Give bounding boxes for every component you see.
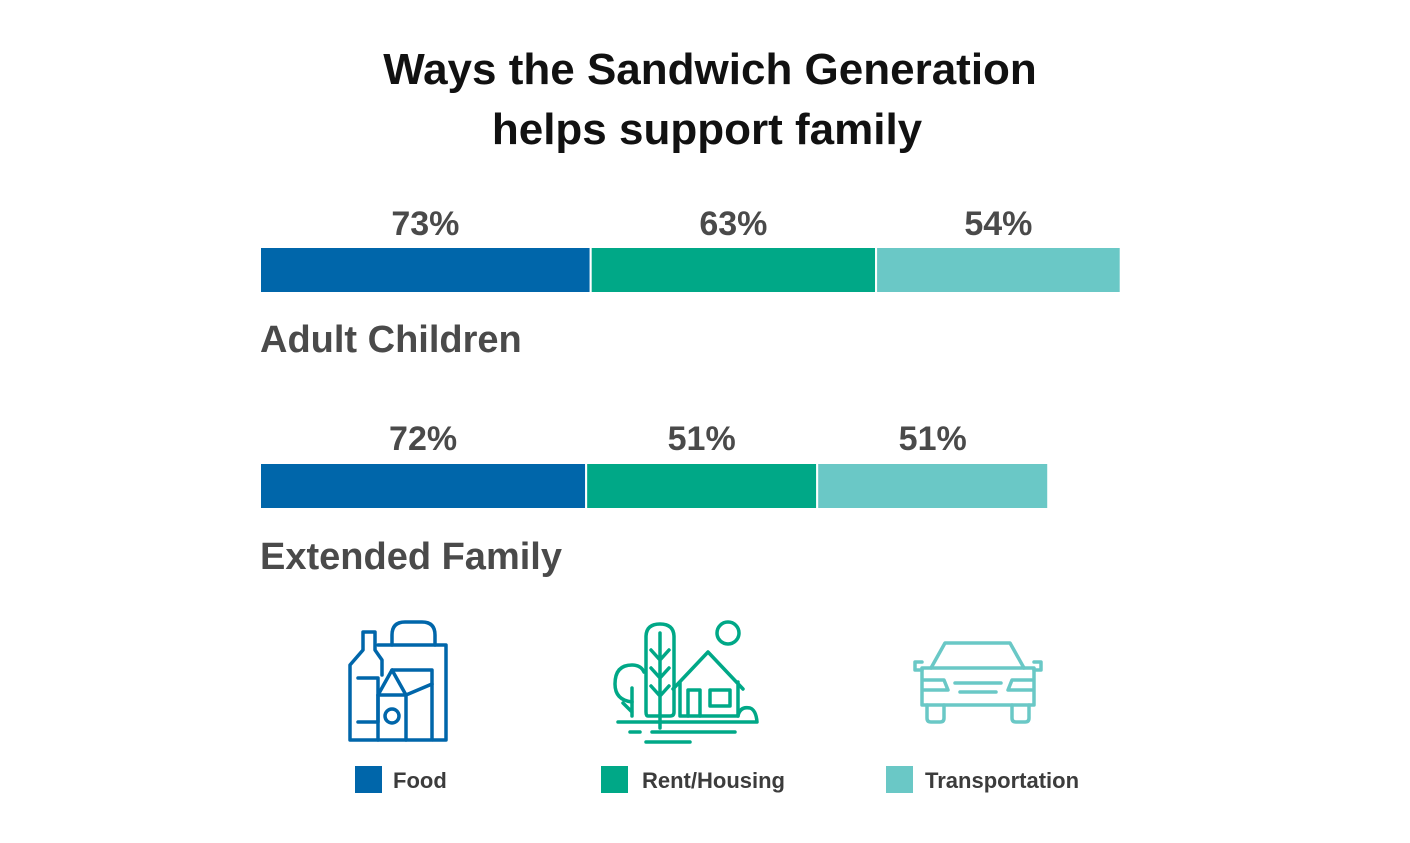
- bar-food-row-1: [259, 246, 592, 294]
- house-trees-icon: [613, 620, 759, 744]
- bar-rent-housing-row-1: [589, 246, 878, 294]
- legend-swatch-food: [355, 766, 382, 793]
- value-label-food-row-2: 72%: [389, 420, 457, 458]
- value-label-rent-housing-row-1: 63%: [699, 205, 767, 243]
- legend-label-food: Food: [393, 768, 447, 793]
- value-label-transportation-row-2: 51%: [899, 420, 967, 458]
- bars-group: 73% 63% 54% Adult Children 72% 51% 51% Extended…: [259, 205, 1122, 578]
- category-label-row-1: Adult Children: [260, 319, 522, 361]
- legend-label-rent-housing: Rent/Housing: [642, 768, 785, 793]
- legend-swatch-transportation: [886, 766, 913, 793]
- chart-title-line-1: Ways the Sandwich Generation: [383, 45, 1037, 94]
- car-icon: [913, 641, 1043, 724]
- legend-swatch-rent-housing: [601, 766, 628, 793]
- bar-transportation-row-1: [875, 246, 1122, 294]
- category-label-row-2: Extended Family: [260, 536, 562, 578]
- bar-transportation-row-2: [816, 462, 1050, 510]
- bar-rent-housing-row-2: [585, 462, 819, 510]
- value-label-food-row-1: 73%: [391, 205, 459, 243]
- chart-title-line-2: helps support family: [492, 105, 923, 154]
- value-label-transportation-row-1: 54%: [964, 205, 1032, 243]
- legend-label-transportation: Transportation: [925, 768, 1079, 793]
- food-icon: [348, 620, 448, 742]
- bar-food-row-2: [259, 462, 588, 510]
- value-label-rent-housing-row-2: 51%: [668, 420, 736, 458]
